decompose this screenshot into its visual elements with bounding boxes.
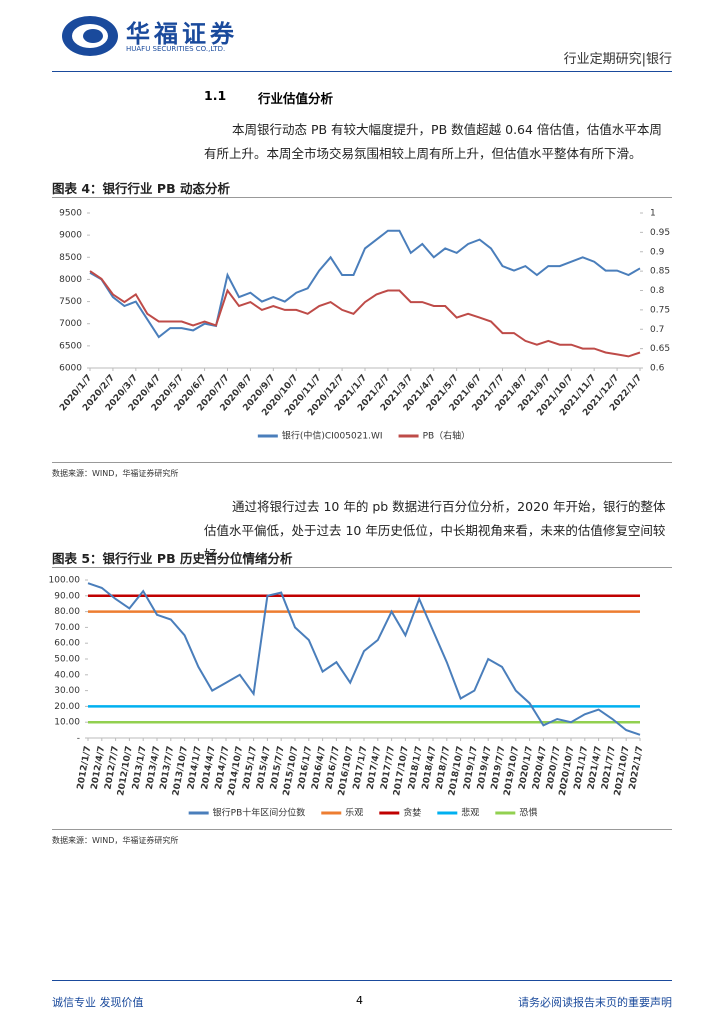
y-tick-label: 80.00	[54, 607, 80, 617]
y2-tick-label: 0.7	[650, 325, 664, 335]
figure-rule	[52, 829, 672, 830]
company-en: HUAFU SECURITIES CO.,LTD.	[126, 45, 226, 53]
footer-right: 请务必阅读报告末页的重要声明	[518, 996, 672, 1009]
y-tick-label: 70.00	[54, 623, 80, 633]
logo-icon	[62, 16, 118, 56]
footer-left: 诚信专业 发现价值	[52, 996, 144, 1009]
header-rule	[52, 71, 672, 72]
y2-tick-label: 0.9	[650, 247, 665, 257]
section-title: 行业估值分析	[258, 91, 334, 106]
paragraph: 通过将银行过去 10 年的 pb 数据进行百分位分析，2020 年开始，银行的整…	[204, 499, 666, 562]
report-type: 行业定期研究|银行	[563, 52, 672, 67]
legend-label: 恐惧	[519, 807, 537, 819]
y-tick-label: 60.00	[54, 639, 80, 649]
y2-tick-label: 1	[650, 209, 656, 219]
series-line	[87, 582, 641, 736]
y-tick-label: 10.00	[54, 718, 80, 728]
chart: - 10.00 20.00 30.00 40.00 50.00 60.00 70.00 80.0…	[49, 576, 646, 819]
y2-tick-label: 0.75	[650, 305, 670, 315]
y-tick-label: 6500	[59, 341, 82, 351]
figure-caption: 图表 4：银行行业 PB 动态分析	[52, 181, 230, 196]
y-tick-label: 100.00	[49, 576, 81, 586]
legend-label: 银行PB十年区间分位数	[213, 807, 306, 819]
legend-label: 银行(中信)CI005021.WI	[282, 430, 383, 442]
legend-label: 乐观	[345, 807, 363, 819]
y-tick-label: 40.00	[54, 670, 80, 680]
y-tick-label: 7000	[59, 319, 82, 329]
y-tick-label: 7500	[59, 297, 82, 307]
y-tick-label: -	[77, 734, 80, 744]
series-line	[89, 270, 641, 358]
footer-rule	[52, 980, 672, 981]
y2-tick-label: 0.65	[650, 344, 670, 354]
figure-rule	[52, 197, 672, 198]
y-tick-label: 50.00	[54, 655, 80, 665]
y-tick-label: 90.00	[54, 591, 80, 601]
page-number: 4	[356, 994, 363, 1007]
source: 数据来源：WIND，华福证券研究所	[52, 469, 179, 478]
y2-tick-label: 0.95	[650, 228, 670, 238]
y-tick-label: 6000	[59, 364, 82, 374]
y-tick-label: 9500	[59, 209, 82, 219]
y-tick-label: 9000	[59, 231, 82, 241]
company-name: 华福证券	[126, 20, 238, 48]
y-tick-label: 20.00	[54, 702, 80, 712]
chart: 6000 6500 7000 7500 8000 8500 9000 9500 0.6 0.65 0…	[58, 209, 670, 442]
legend-label: 贪婪	[403, 807, 421, 819]
y2-tick-label: 0.85	[650, 267, 670, 277]
source: 数据来源：WIND，华福证券研究所	[52, 836, 179, 845]
figure-rule	[52, 462, 672, 463]
legend-label: 悲观	[461, 807, 479, 819]
y-tick-label: 8500	[59, 253, 82, 263]
y2-tick-label: 0.8	[650, 286, 665, 296]
paragraph: 本周银行动态 PB 有较大幅度提升，PB 数值超越 0.64 倍估值，估值水平本…	[204, 122, 662, 161]
section-number: 1.1	[204, 88, 227, 103]
y-tick-label: 8000	[59, 275, 82, 285]
y2-tick-label: 0.6	[650, 364, 665, 374]
legend-label: PB（右轴）	[423, 430, 471, 442]
series-line	[89, 229, 641, 339]
y-tick-label: 30.00	[54, 686, 80, 696]
figure-caption: 图表 5：银行行业 PB 历史百分位情绪分析	[52, 551, 293, 566]
figure-rule	[52, 567, 672, 568]
